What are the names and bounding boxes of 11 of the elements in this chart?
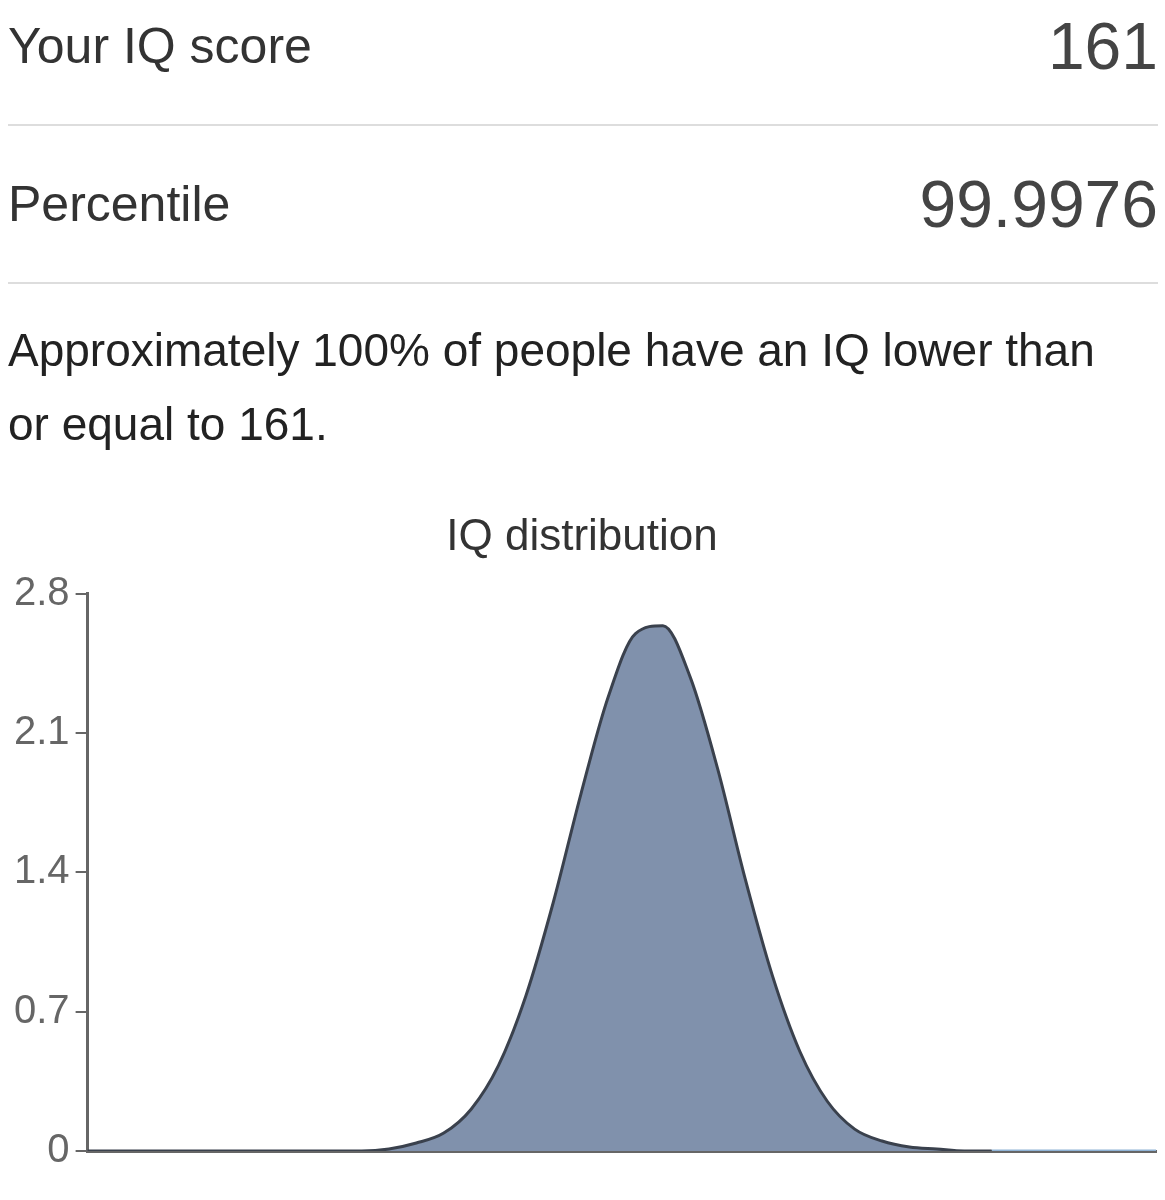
text: 161 (1047, 8, 1158, 84)
y-tick-label: 2.1 (14, 708, 70, 753)
y-tick-label: 0.7 (14, 986, 70, 1031)
y-tick-label: 1.4 (14, 847, 70, 892)
chart-title: IQ distribution (446, 509, 718, 559)
text: Your IQ score (8, 17, 312, 75)
text: Approximately 100% of people have an IQ lower than or equal to 161. (8, 323, 1096, 452)
text: 99.9976 (919, 166, 1158, 242)
y-tick-label: 0 (47, 1126, 70, 1171)
y-tick-label: 2.8 (14, 569, 70, 614)
text: Percentile (8, 175, 231, 233)
